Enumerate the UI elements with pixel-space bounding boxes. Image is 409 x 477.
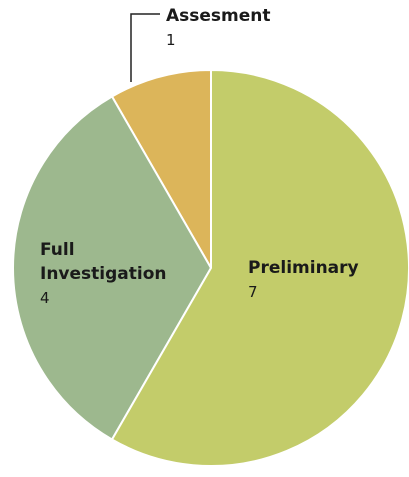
pie-slice: [12, 95, 213, 441]
pie-slice: [110, 68, 212, 272]
slice-label: Full Investigation 4: [40, 238, 167, 310]
pie-slice: [110, 68, 409, 467]
slice-label: Preliminary 7: [248, 256, 359, 304]
category-label: Preliminary: [248, 258, 359, 278]
category-label: Assesment: [166, 6, 271, 26]
value-label: 1: [166, 31, 176, 49]
value-label: 4: [40, 289, 50, 307]
slice-label: Assesment 1: [166, 4, 271, 52]
leader-line: [130, 13, 160, 82]
category-label: Full Investigation: [40, 240, 167, 284]
value-label: 7: [248, 283, 258, 301]
